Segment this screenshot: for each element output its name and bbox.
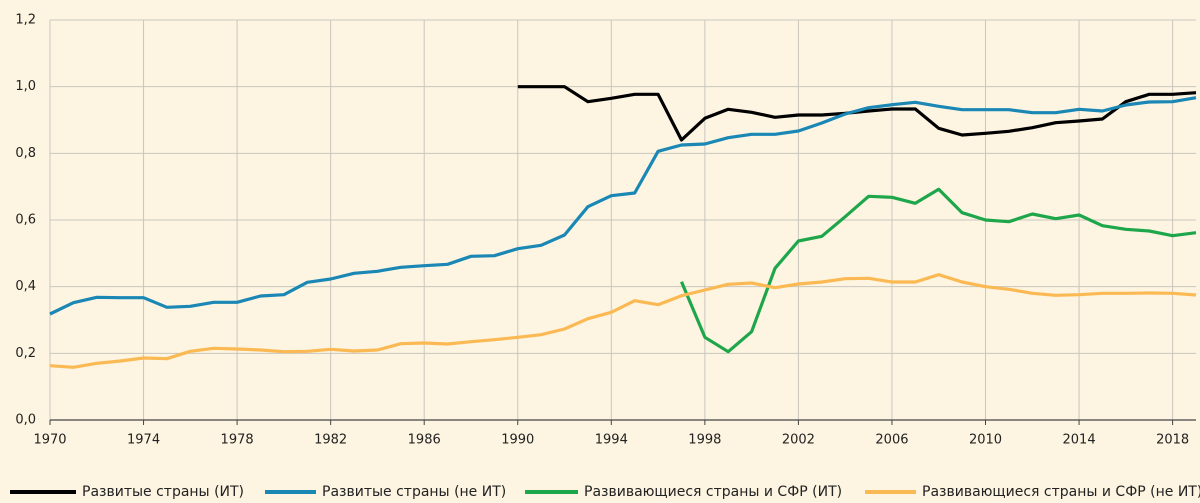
- y-tick-label: 0,8: [15, 146, 36, 161]
- legend-label: Развитые страны (не ИТ): [322, 484, 506, 500]
- x-tick-label: 1982: [314, 433, 347, 448]
- y-tick-label: 0,0: [15, 413, 36, 428]
- y-tick-label: 0,6: [15, 213, 36, 228]
- x-tick-label: 1998: [688, 433, 721, 448]
- legend-label: Развивающиеся страны и СФР (не ИТ): [922, 484, 1200, 500]
- legend-label: Развитые страны (ИТ): [82, 484, 244, 500]
- y-tick-label: 1,2: [15, 13, 36, 28]
- legend-label: Развивающиеся страны и СФР (ИТ): [584, 484, 842, 500]
- x-tick-label: 1990: [501, 433, 534, 448]
- y-tick-label: 0,4: [15, 279, 36, 294]
- series-line: [49, 273, 1197, 369]
- x-tick-label: 2014: [1063, 433, 1096, 448]
- x-tick-label: 1994: [595, 433, 628, 448]
- x-tick-label: 1986: [408, 433, 441, 448]
- x-tick-label: 2018: [1156, 433, 1189, 448]
- y-tick-label: 0,2: [15, 346, 36, 361]
- x-tick-label: 2002: [782, 433, 815, 448]
- x-tick-label: 1970: [33, 433, 66, 448]
- y-tick-label: 1,0: [15, 79, 36, 94]
- series-line: [49, 96, 1197, 316]
- x-tick-label: 2006: [875, 433, 908, 448]
- x-tick-label: 2010: [969, 433, 1002, 448]
- x-tick-label: 1974: [127, 433, 160, 448]
- x-tick-label: 1978: [221, 433, 254, 448]
- series-line: [680, 187, 1197, 354]
- series-line: [517, 85, 1197, 142]
